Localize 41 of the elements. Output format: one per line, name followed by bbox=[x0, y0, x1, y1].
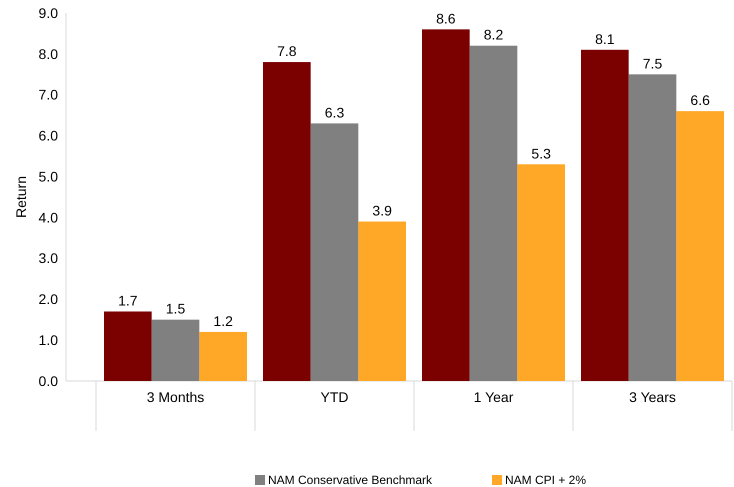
bar bbox=[581, 50, 629, 381]
x-tick-label: 3 Months bbox=[146, 389, 204, 405]
x-tick-label: 1 Year bbox=[474, 389, 514, 405]
legend-label: NAM Conservative Benchmark bbox=[268, 473, 434, 487]
x-tick-label: YTD bbox=[320, 389, 348, 405]
data-label: 7.5 bbox=[642, 55, 662, 72]
bar bbox=[628, 74, 676, 381]
data-label: 8.2 bbox=[484, 26, 504, 43]
bar bbox=[152, 320, 200, 381]
bar bbox=[517, 164, 565, 381]
bar bbox=[199, 332, 247, 381]
data-label: 1.5 bbox=[166, 300, 186, 317]
y-tick-label: 2.0 bbox=[38, 291, 58, 308]
data-label: 1.7 bbox=[118, 292, 138, 308]
data-label: 6.6 bbox=[690, 92, 710, 108]
y-tick-label: 1.0 bbox=[38, 332, 58, 348]
y-tick-label: 0.0 bbox=[38, 372, 58, 389]
y-tick-label: 6.0 bbox=[38, 128, 58, 144]
y-axis-title: Return bbox=[13, 176, 29, 218]
data-label: 1.2 bbox=[213, 312, 234, 329]
data-label: 5.3 bbox=[531, 145, 552, 162]
x-tick-label: 3 Years bbox=[629, 389, 676, 405]
data-label: 8.1 bbox=[595, 30, 615, 47]
legend-label: NAM CPI + 2% bbox=[505, 473, 586, 487]
data-label: 6.3 bbox=[324, 104, 344, 120]
bar bbox=[263, 62, 311, 381]
bar bbox=[422, 29, 470, 381]
data-label: 3.9 bbox=[372, 202, 392, 219]
y-tick-label: 7.0 bbox=[38, 86, 58, 103]
bar bbox=[676, 111, 724, 381]
y-tick-label: 5.0 bbox=[38, 168, 58, 184]
bar bbox=[470, 46, 518, 381]
data-label: 8.6 bbox=[436, 10, 456, 26]
bar bbox=[358, 222, 406, 381]
data-label: 7.8 bbox=[277, 43, 297, 60]
y-tick-label: 3.0 bbox=[38, 250, 58, 266]
y-tick-label: 8.0 bbox=[38, 46, 58, 62]
y-tick-label: 4.0 bbox=[38, 209, 58, 226]
bar bbox=[310, 123, 358, 381]
y-tick-label: 9.0 bbox=[38, 4, 58, 21]
bar bbox=[104, 311, 152, 381]
